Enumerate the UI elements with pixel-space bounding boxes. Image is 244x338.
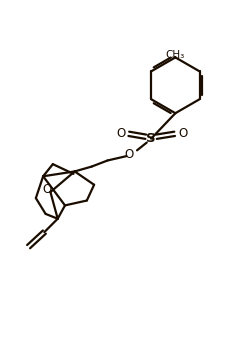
Text: O: O: [116, 127, 125, 140]
Text: CH₃: CH₃: [166, 50, 185, 61]
Text: O: O: [125, 148, 134, 161]
Text: O: O: [42, 183, 51, 196]
Text: O: O: [178, 127, 187, 140]
Text: S: S: [146, 132, 156, 145]
